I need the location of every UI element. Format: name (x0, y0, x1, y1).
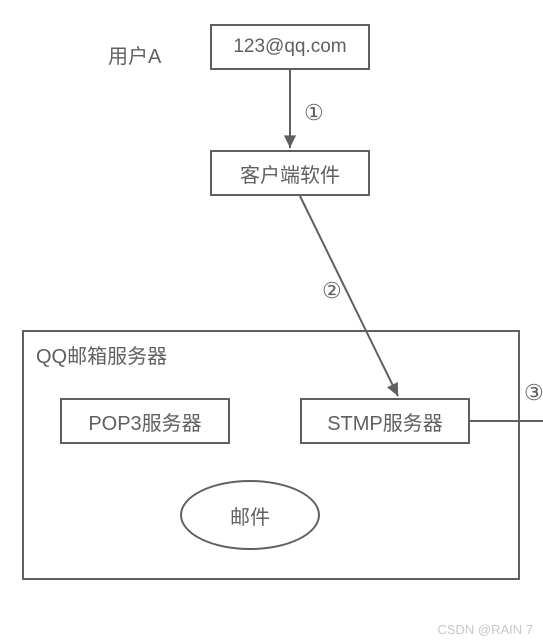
edge-1-arrow (278, 58, 303, 160)
mail-ellipse-text: 邮件 (230, 501, 270, 530)
email-address-text: 123@qq.com (233, 36, 346, 58)
smtp-server-text: STMP服务器 (327, 407, 443, 436)
smtp-server-node: STMP服务器 (300, 398, 470, 444)
mail-ellipse-node: 邮件 (180, 480, 320, 550)
edge-2-label: ② (322, 278, 342, 304)
qq-mailbox-server-title: QQ邮箱服务器 (36, 340, 167, 369)
pop3-server-node: POP3服务器 (60, 398, 230, 444)
client-software-node: 客户端软件 (210, 150, 370, 196)
csdn-watermark: CSDN @RAIN 7 (437, 622, 533, 637)
client-software-text: 客户端软件 (240, 159, 340, 188)
user-a-label: 用户A (108, 40, 161, 69)
edge-3-label: ③ (524, 380, 543, 406)
pop3-server-text: POP3服务器 (88, 407, 201, 436)
edge-1-label: ① (304, 100, 324, 126)
email-address-node: 123@qq.com (210, 24, 370, 70)
